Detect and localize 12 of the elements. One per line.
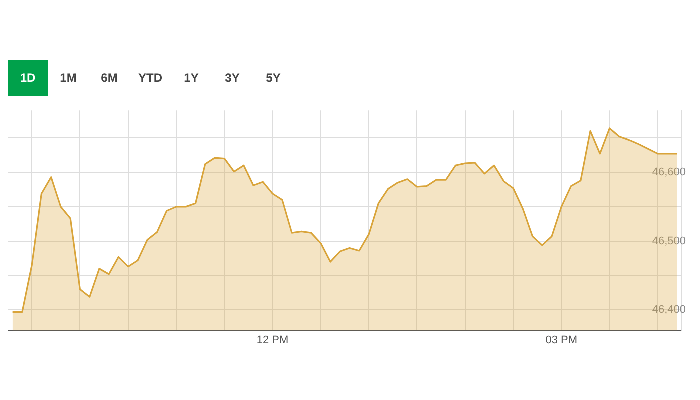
x-tick-label: 03 PM <box>546 334 578 346</box>
text: 1M <box>59 70 78 87</box>
text: YTD <box>138 70 164 87</box>
text: 5Y <box>265 70 282 87</box>
y-tick-label: 46,400 <box>652 304 686 316</box>
x-tick-label: 12 PM <box>256 334 289 346</box>
y-tick-label: 46,500 <box>652 235 686 248</box>
text: 3Y <box>224 70 241 87</box>
text: 1Y <box>183 70 200 87</box>
text: 6M <box>100 70 119 87</box>
y-tick-label: 46,600 <box>652 166 686 179</box>
text: 1D <box>8 60 48 96</box>
